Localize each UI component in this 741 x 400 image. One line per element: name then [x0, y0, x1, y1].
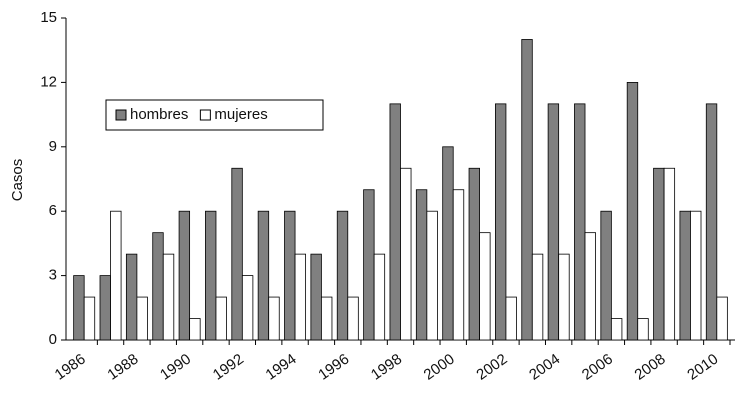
- bar: [152, 232, 164, 341]
- bar: [373, 253, 386, 341]
- bar: [716, 296, 728, 341]
- bar: [705, 103, 718, 341]
- bar: [426, 210, 438, 341]
- bar: [415, 189, 428, 341]
- y-tick-label: 9: [49, 138, 57, 155]
- bar: [99, 275, 111, 341]
- x-tick-label: 2010: [684, 351, 721, 384]
- y-tick-label: 3: [49, 267, 57, 284]
- legend-swatch: [199, 109, 211, 121]
- bar: [321, 296, 333, 341]
- bar: [600, 210, 612, 341]
- bar: [136, 296, 148, 341]
- bar: [574, 103, 586, 341]
- bar: [73, 275, 85, 341]
- bar: [257, 210, 270, 341]
- bar: [400, 167, 412, 341]
- bar: [268, 296, 280, 341]
- y-tick-label: 0: [49, 331, 57, 348]
- bar: [637, 318, 649, 341]
- x-tick-label: 2008: [632, 351, 669, 384]
- x-tick-label: 2000: [421, 351, 458, 384]
- bar: [558, 253, 570, 341]
- bar: [505, 296, 517, 341]
- y-axis-label: Casos: [9, 159, 26, 202]
- bar: [110, 210, 122, 341]
- legend-label: hombres: [130, 106, 188, 123]
- bar: [162, 253, 175, 341]
- bar: [336, 210, 349, 341]
- x-tick-label: 1992: [210, 351, 247, 384]
- bar: [389, 103, 401, 341]
- bar: [547, 103, 560, 341]
- y-tick-label: 6: [49, 202, 57, 219]
- bar: [215, 296, 227, 341]
- bar: [479, 232, 491, 341]
- bar: [241, 275, 254, 341]
- bar: [294, 253, 307, 341]
- bar: [347, 296, 359, 341]
- bar: [310, 253, 322, 341]
- x-tick-label: 2004: [526, 351, 563, 384]
- bar: [679, 210, 691, 341]
- bar: [83, 296, 96, 341]
- y-tick-label: 12: [40, 73, 57, 90]
- x-tick-label: 2006: [579, 351, 616, 384]
- bar: [610, 318, 623, 341]
- x-tick-label: 1996: [315, 351, 352, 384]
- x-tick-label: 1998: [368, 351, 405, 384]
- bar: [468, 167, 480, 341]
- x-tick-label: 1990: [157, 351, 194, 384]
- bar: [584, 232, 596, 341]
- bar: [452, 189, 465, 341]
- bar: [653, 167, 665, 341]
- bar: [205, 210, 217, 341]
- bar: [189, 318, 201, 341]
- bar: [284, 210, 296, 341]
- bar: [125, 253, 138, 341]
- legend-box: [105, 99, 324, 131]
- bar: [178, 210, 191, 341]
- x-tick-label: 1986: [52, 351, 89, 384]
- x-tick-label: 2002: [473, 351, 510, 384]
- bar: [442, 146, 454, 341]
- bar: [690, 210, 702, 341]
- x-tick-label: 1988: [104, 351, 141, 384]
- bar: [494, 103, 507, 341]
- bar: [663, 167, 676, 341]
- bar: [531, 253, 544, 341]
- legend-swatch: [115, 109, 127, 121]
- legend-label: mujeres: [214, 106, 267, 123]
- y-tick-label: 15: [40, 9, 57, 26]
- x-tick-label: 1994: [263, 351, 300, 384]
- bar: [363, 189, 375, 341]
- bar: [231, 167, 243, 341]
- bar: [626, 82, 639, 341]
- bar: [521, 39, 533, 341]
